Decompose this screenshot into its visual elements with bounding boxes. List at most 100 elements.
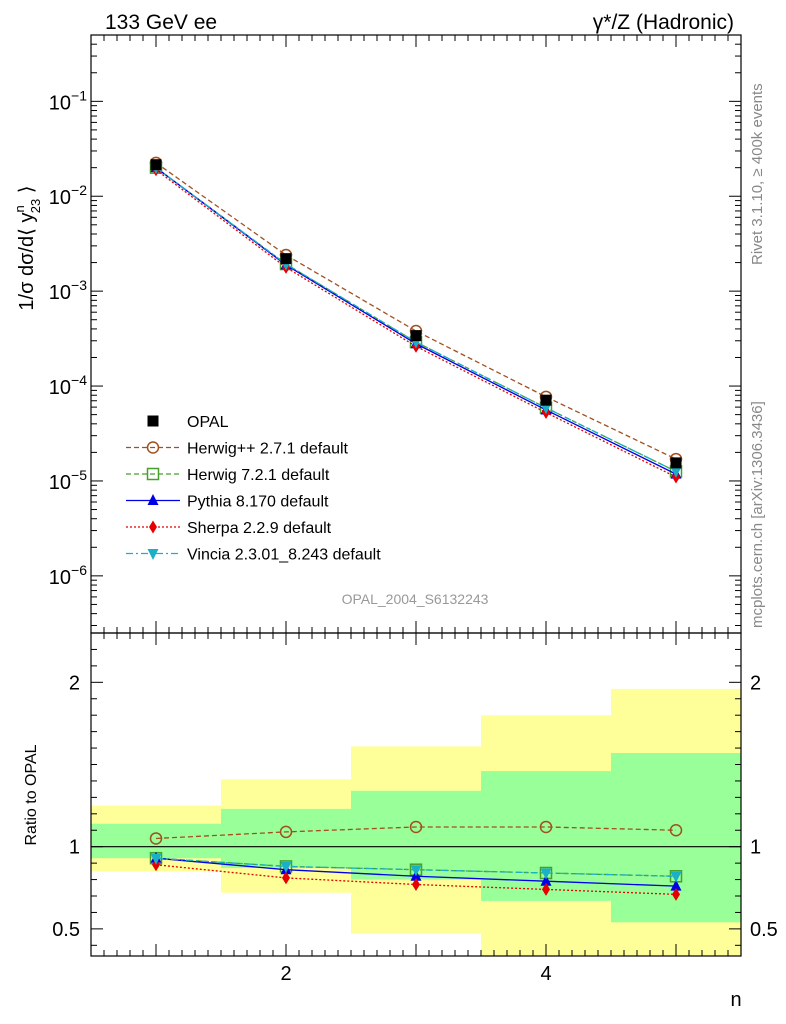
ratio-y-tick-label-right: 0.5 (750, 919, 778, 941)
rivet-label: Rivet 3.1.10, ≥ 400k events (749, 83, 766, 265)
ratio-data-point (539, 820, 553, 834)
main-y-tick-exp: −4 (71, 372, 87, 388)
main-y-axis-label: 1/σ dσ/d⟨ yn23 ⟩ (12, 185, 43, 310)
main-y-tick-base: 10 (49, 377, 71, 399)
main-panel: 10−610−510−410−310−210−1 1/σ dσ/d⟨ yn23 … (12, 34, 742, 634)
ratio-data-point (540, 874, 552, 886)
legend-entry: Sherpa 2.2.9 default (126, 520, 332, 537)
main-y-tick-exp: −1 (71, 87, 87, 103)
main-y-tick-base: 10 (49, 472, 71, 494)
plot-title-right: γ*/Z (Hadronic) (593, 11, 734, 34)
ratio-data-point (672, 887, 680, 901)
ratio-y-tick-label: 2 (69, 672, 80, 694)
data-point (670, 457, 682, 469)
x-tick-label: 4 (540, 963, 551, 985)
mcplots-label: mcplots.cern.ch [arXiv:1306.3436] (749, 401, 766, 628)
series-line (155, 162, 677, 460)
legend-entry: Vincia 2.3.01_8.243 default (126, 547, 381, 564)
series-herwig-2-7-1-default (149, 156, 683, 466)
data-point (280, 253, 292, 265)
ratio-y-tick-label: 0.5 (52, 919, 80, 941)
series-vincia-2-3-01-8-243-default (150, 163, 682, 478)
main-y-tick-exp: −2 (71, 182, 87, 198)
ratio-y-axis-label: Ratio to OPAL (23, 744, 40, 845)
legend-marker (147, 415, 159, 427)
legend-label: Pythia 8.170 default (187, 494, 329, 511)
main-y-label-sup: n (12, 205, 27, 212)
data-point (670, 466, 682, 478)
ratio-data-point (280, 861, 292, 873)
ratio-series-line (155, 826, 677, 840)
series-sherpa-2-2-9-default (152, 163, 680, 484)
plot-title-left: 133 GeV ee (105, 11, 217, 34)
ratio-y-tick-label: 1 (69, 837, 80, 859)
ratio-series-herwig-2-7-1-default (149, 820, 683, 845)
legend-marker (146, 467, 160, 481)
ratio-data-point (150, 853, 162, 865)
legend-marker (147, 549, 159, 560)
main-y-tick-base: 10 (49, 187, 71, 209)
ratio-series-vincia-2-3-01-8-243-default (150, 853, 682, 883)
ratio-data-point (282, 871, 290, 885)
main-y-tick-label: 10−6 (49, 562, 87, 589)
series-line (155, 169, 677, 478)
data-point (540, 394, 552, 406)
ratio-data-point (670, 871, 682, 883)
x-axis-label: n (730, 989, 741, 1011)
uncertainty-band-1sigma (221, 808, 351, 869)
ratio-data-point (670, 879, 682, 891)
ratio-data-point (669, 824, 683, 837)
legend-label: Sherpa 2.2.9 default (187, 520, 332, 537)
series-line (155, 167, 677, 475)
main-y-tick-base: 10 (49, 567, 71, 589)
ratio-data-point (542, 882, 550, 896)
ratio-panel: 0.5 0.5 1 1 2 2 2 4 Ratio to OPAL n (23, 632, 778, 1011)
main-y-tick-label: 10−3 (49, 277, 87, 304)
x-tick-label: 2 (280, 963, 291, 985)
series-pythia-8-170-default (150, 161, 682, 479)
ratio-y-tick-label-right: 2 (750, 672, 761, 694)
ratio-data-point (279, 825, 293, 839)
ratio-data-point (149, 832, 163, 845)
legend-entry: Herwig 7.2.1 default (126, 467, 330, 484)
series-herwig-7-2-1-default (149, 161, 683, 478)
main-y-tick-exp: −6 (71, 562, 87, 578)
legend-entry: Pythia 8.170 default (126, 494, 329, 511)
main-y-label-prefix: 1/σ dσ/d⟨ y (16, 212, 38, 310)
ratio-data-point (540, 868, 552, 880)
legend-marker (146, 441, 160, 454)
main-y-tick-exp: −3 (71, 277, 87, 293)
main-y-label-suffix: ⟩ (16, 185, 38, 198)
main-y-tick-base: 10 (49, 92, 71, 114)
ratio-y-tick-label-right: 1 (750, 837, 761, 859)
main-y-tick-exp: −5 (71, 467, 87, 483)
legend-marker (147, 494, 159, 505)
series-line (155, 167, 677, 473)
legend-label: Herwig 7.2.1 default (187, 467, 330, 484)
legend-marker (149, 520, 157, 534)
main-y-tick-label: 10−4 (49, 372, 87, 399)
ratio-data-point (412, 877, 420, 891)
legend-label: OPAL (187, 414, 229, 431)
data-point (150, 159, 162, 171)
main-y-tick-base: 10 (49, 282, 71, 304)
ratio-data-point (410, 865, 422, 877)
main-y-tick-label: 10−2 (49, 182, 87, 209)
data-point (410, 330, 422, 342)
ratio-data-point (409, 820, 423, 834)
series-line (155, 167, 677, 473)
main-y-label-sub: 23 (28, 199, 43, 213)
data-point (540, 403, 552, 415)
ratio-series-sherpa-2-2-9-default (152, 858, 680, 901)
main-y-tick-label: 10−1 (49, 87, 87, 114)
legend-entry: OPAL (147, 414, 229, 431)
legend-entry: Herwig++ 2.7.1 default (126, 441, 349, 458)
ratio-data-point (152, 858, 160, 872)
main-y-tick-label: 10−5 (49, 467, 87, 494)
legend-label: Herwig++ 2.7.1 default (187, 441, 349, 458)
legend-label: Vincia 2.3.01_8.243 default (187, 547, 381, 564)
legend: OPAL Herwig++ 2.7.1 default Herwig 7.2.1 d… (126, 414, 381, 564)
analysis-id: OPAL_2004_S6132243 (342, 591, 489, 607)
series-opal (150, 159, 682, 469)
